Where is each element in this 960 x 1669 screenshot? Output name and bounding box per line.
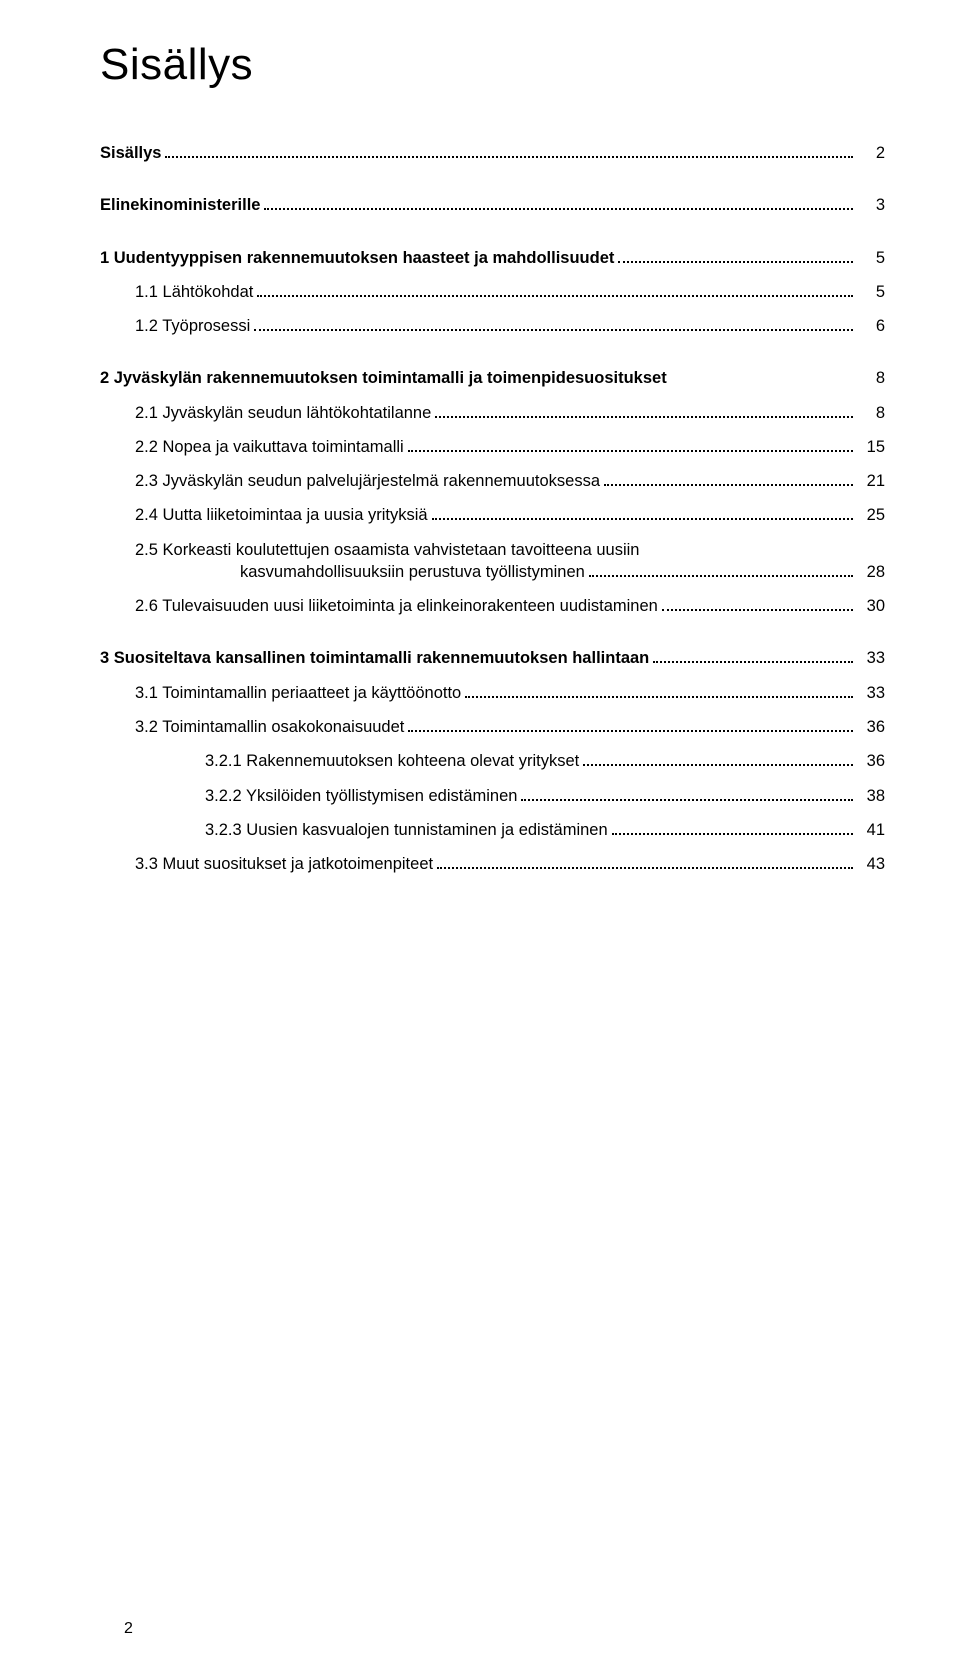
toc-entry-page: 15 [857,436,885,458]
toc-leader [408,437,853,452]
section-gap [100,629,885,647]
toc-entry-label: 3 Suositeltava kansallinen toimintamalli… [100,647,649,669]
toc-entry: 1.2 Työprosessi 6 [100,315,885,337]
toc-leader [432,506,853,521]
toc-entry: 3.2.2 Yksilöiden työllistymisen edistämi… [100,785,885,807]
footer-page-number: 2 [124,1620,133,1638]
toc-entry-label: 3.1 Toimintamallin periaatteet ja käyttö… [135,682,461,704]
toc-entry-label: Sisällys [100,142,161,164]
toc-entry-page: 8 [857,402,885,424]
toc-entry: 3.2 Toimintamallin osakokonaisuudet 36 [100,716,885,738]
toc-leader [618,248,853,263]
toc-entry-label: 1 Uudentyyppisen rakennemuutoksen haaste… [100,247,614,269]
toc-entry-page: 36 [857,750,885,772]
toc-entry: 2.3 Jyväskylän seudun palvelujärjestelmä… [100,470,885,492]
toc-leader [165,143,853,158]
toc-entry: Sisällys 2 [100,142,885,164]
toc-entry: 2.1 Jyväskylän seudun lähtökohtatilanne 8 [100,402,885,424]
toc-entry-label: 2.5 Korkeasti koulutettujen osaamista va… [135,539,639,561]
toc-entry-page: 41 [857,819,885,841]
toc-entry-label: 3.2.1 Rakennemuutoksen kohteena olevat y… [205,750,579,772]
toc-leader [583,751,853,766]
toc-entry-label: 1.2 Työprosessi [135,315,250,337]
toc-leader [653,649,853,664]
section-gap [100,229,885,247]
toc-entry-label: 3.2 Toimintamallin osakokonaisuudet [135,716,404,738]
toc-entry: 3.2.3 Uusien kasvualojen tunnistaminen j… [100,819,885,841]
toc-leader [521,786,853,801]
toc-leader [465,683,853,698]
toc-leader [612,820,853,835]
toc-leader [589,562,853,577]
toc-entry-label: 2.4 Uutta liiketoimintaa ja uusia yrityk… [135,504,428,526]
toc-entry: 2.6 Tulevaisuuden uusi liiketoiminta ja … [100,595,885,617]
toc-entry-page: 43 [857,853,885,875]
toc-entry: 2.2 Nopea ja vaikuttava toimintamalli 15 [100,436,885,458]
toc-entry: 3.2.1 Rakennemuutoksen kohteena olevat y… [100,750,885,772]
toc-entry-page: 3 [857,194,885,216]
toc-entry-page: 33 [857,647,885,669]
toc-entry-label: 2.3 Jyväskylän seudun palvelujärjestelmä… [135,470,600,492]
section-gap [100,176,885,194]
toc-entry-page: 8 [857,367,885,389]
toc-entry-label: 2 Jyväskylän rakennemuutoksen toimintama… [100,367,667,389]
toc-leader [437,854,853,869]
toc-entry-page: 36 [857,716,885,738]
toc-entry: 3.1 Toimintamallin periaatteet ja käyttö… [100,682,885,704]
table-of-contents: Sisällys 2 Elinekinoministerille 3 1 Uudenty… [100,142,885,875]
toc-entry: 3 Suositeltava kansallinen toimintamalli… [100,647,885,669]
toc-entry: 1.1 Lähtökohdat 5 [100,281,885,303]
toc-entry-page: 25 [857,504,885,526]
toc-entry: 2.4 Uutta liiketoimintaa ja uusia yrityk… [100,504,885,526]
toc-leader [264,195,853,210]
toc-leader [257,282,853,297]
toc-entry-page: 2 [857,142,885,164]
toc-entry-page: 38 [857,785,885,807]
toc-leader [435,403,853,418]
toc-entry: 1 Uudentyyppisen rakennemuutoksen haaste… [100,247,885,269]
toc-entry-label: 2.6 Tulevaisuuden uusi liiketoiminta ja … [135,595,658,617]
toc-entry-label: 3.2.2 Yksilöiden työllistymisen edistämi… [205,785,517,807]
toc-leader [254,316,853,331]
toc-entry: 2 Jyväskylän rakennemuutoksen toimintama… [100,367,885,389]
toc-entry-page: 5 [857,247,885,269]
toc-entry-page: 30 [857,595,885,617]
toc-leader [604,471,853,486]
toc-entry-label: 2.2 Nopea ja vaikuttava toimintamalli [135,436,404,458]
toc-entry-label: Elinekinoministerille [100,194,260,216]
toc-leader [408,717,853,732]
toc-entry: 3.3 Muut suositukset ja jatkotoimenpitee… [100,853,885,875]
toc-entry-page: 6 [857,315,885,337]
toc-leader [671,368,853,383]
toc-entry-page: 5 [857,281,885,303]
toc-entry-label: 1.1 Lähtökohdat [135,281,253,303]
toc-entry: 2.5 Korkeasti koulutettujen osaamista va… [100,539,885,584]
section-gap [100,349,885,367]
toc-entry-page: 28 [857,561,885,583]
toc-entry: Elinekinoministerille 3 [100,194,885,216]
toc-leader [662,596,853,611]
page-title: Sisällys [100,40,885,90]
toc-entry-label: 2.1 Jyväskylän seudun lähtökohtatilanne [135,402,431,424]
toc-entry-label-cont: kasvumahdollisuuksiin perustuva työllist… [135,561,585,583]
toc-entry-page: 21 [857,470,885,492]
toc-entry-page: 33 [857,682,885,704]
toc-entry-label: 3.3 Muut suositukset ja jatkotoimenpitee… [135,853,433,875]
toc-entry-label: 3.2.3 Uusien kasvualojen tunnistaminen j… [205,819,608,841]
